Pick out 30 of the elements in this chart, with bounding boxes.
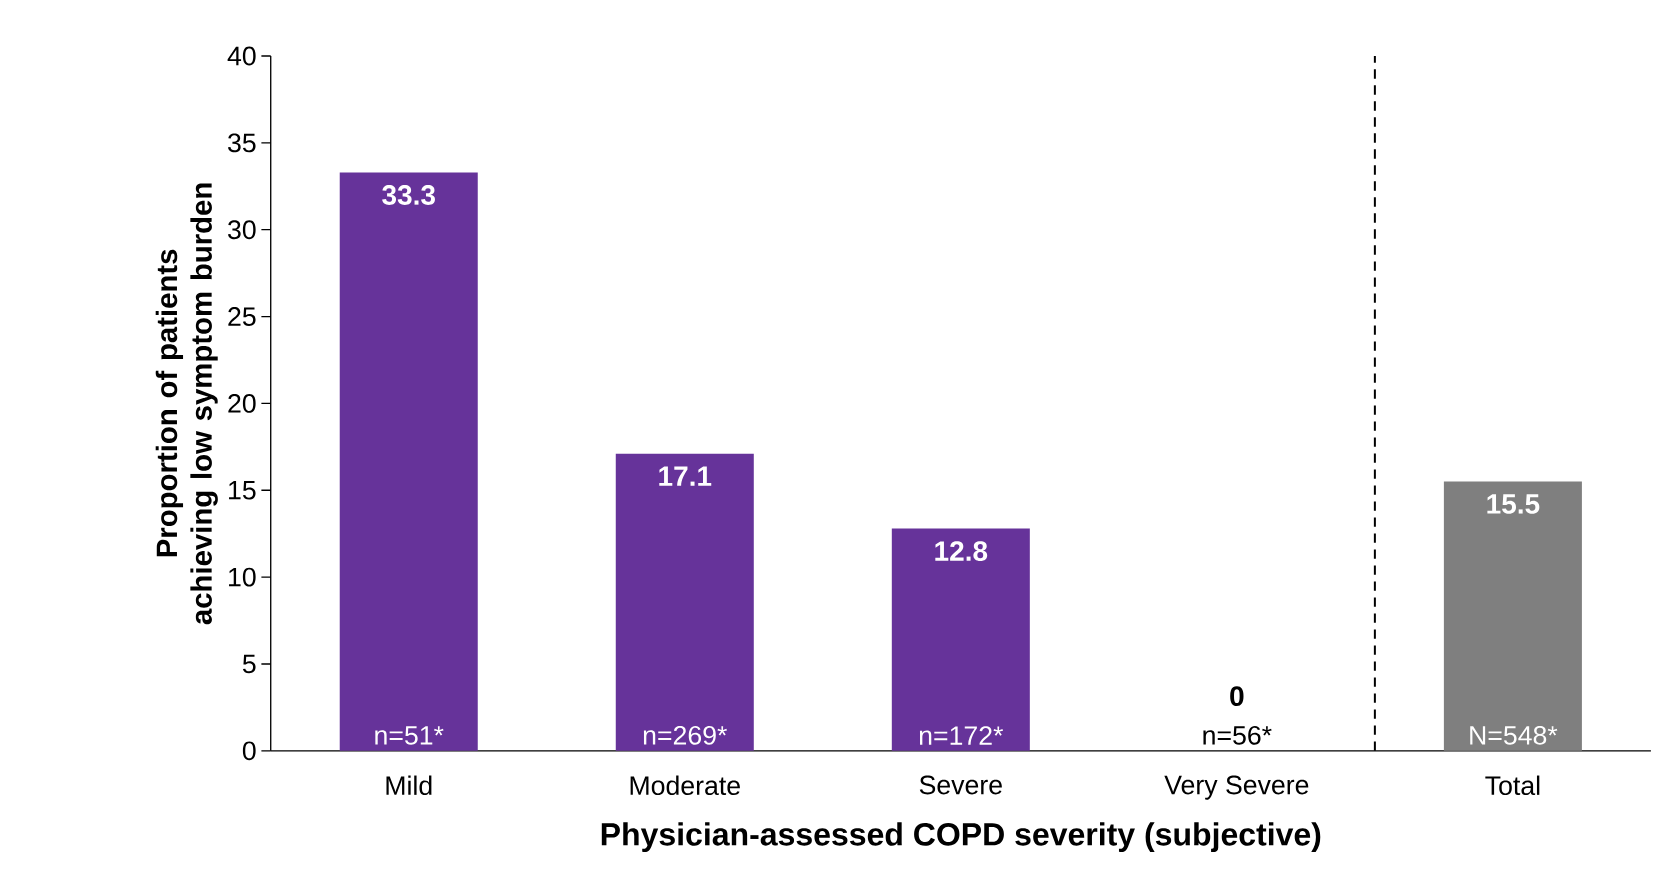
x-tick-label: Moderate bbox=[630, 775, 740, 796]
y-tick-label: 20 bbox=[228, 394, 256, 414]
annotation: n=172* bbox=[919, 726, 1004, 746]
annotation: n=269* bbox=[643, 726, 727, 746]
data-label: 15.5 bbox=[1487, 494, 1540, 515]
y-tick-label: 25 bbox=[228, 307, 256, 327]
data-label: 12.8 bbox=[935, 541, 988, 562]
x-tick-label: Mild bbox=[386, 775, 432, 796]
x-tick-label: Severe bbox=[919, 775, 1002, 795]
annotation: N=548* bbox=[1470, 726, 1558, 746]
annotation: n=51* bbox=[375, 726, 444, 746]
bar bbox=[1443, 481, 1582, 752]
bar bbox=[615, 454, 754, 752]
y-tick-label: 10 bbox=[229, 567, 256, 587]
data-label: 0 bbox=[1230, 686, 1244, 707]
bar bbox=[339, 172, 478, 752]
y-tick-label: 30 bbox=[228, 220, 256, 240]
data-label: 33.3 bbox=[382, 185, 435, 206]
annotation: n=56* bbox=[1203, 726, 1272, 746]
y-tick-label: 35 bbox=[228, 133, 256, 153]
y-tick-label: 40 bbox=[227, 46, 256, 66]
y-tick-label: 15 bbox=[229, 481, 256, 500]
x-tick-label: Very Severe bbox=[1164, 775, 1309, 800]
y-axis-title: Proportion of patients achieving low symptom burden bbox=[155, 183, 218, 625]
y-tick-label: 0 bbox=[242, 741, 256, 761]
data-label: 17.1 bbox=[659, 466, 712, 487]
x-axis-title: Physician-assessed COPD severity (subjective) bbox=[601, 822, 1321, 853]
y-tick-label: 5 bbox=[242, 654, 256, 674]
x-tick-label: Total bbox=[1485, 775, 1540, 796]
bar bbox=[891, 528, 1030, 752]
